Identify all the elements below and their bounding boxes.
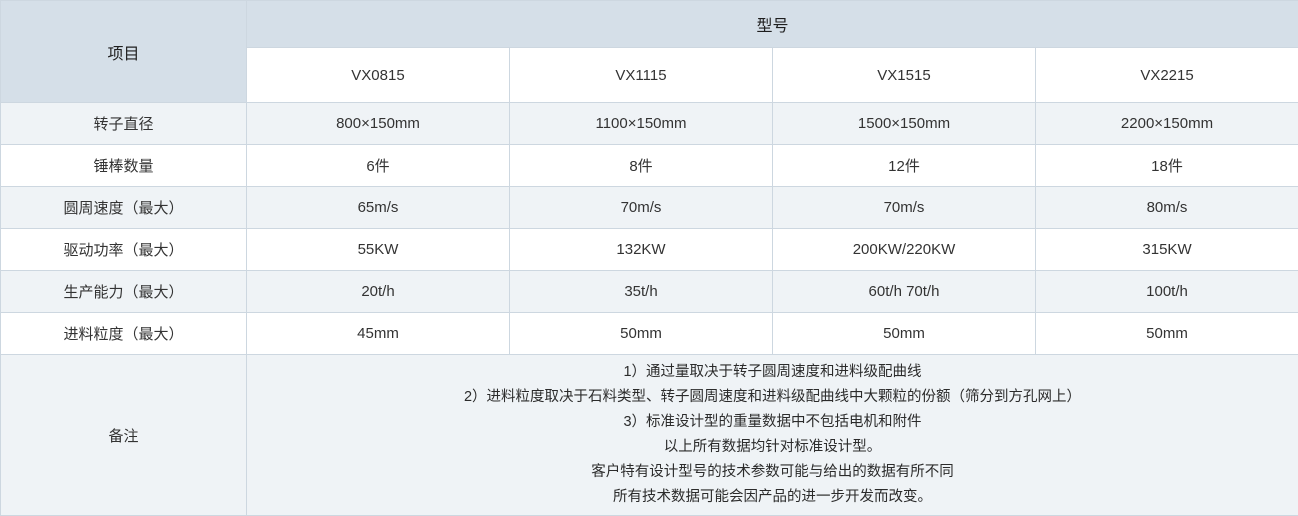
table-row: 驱动功率（最大） 55KW 132KW 200KW/220KW 315KW — [1, 229, 1298, 271]
row-value: 35t/h — [510, 271, 773, 313]
row-value: 315KW — [1036, 229, 1298, 271]
row-value: 6件 — [247, 145, 510, 187]
table-header: 项目 型号 VX0815 VX1115 VX1515 VX2215 — [1, 1, 1298, 103]
row-value: 12件 — [773, 145, 1036, 187]
row-value: 132KW — [510, 229, 773, 271]
row-value: 70m/s — [510, 187, 773, 229]
note-extra-line: 以上所有数据均针对标准设计型。 — [247, 435, 1298, 460]
row-value: 50mm — [510, 313, 773, 355]
row-value: 800×150mm — [247, 103, 510, 145]
row-value: 65m/s — [247, 187, 510, 229]
table-row: 圆周速度（最大） 65m/s 70m/s 70m/s 80m/s — [1, 187, 1298, 229]
table-row: 锤棒数量 6件 8件 12件 18件 — [1, 145, 1298, 187]
row-value: 80m/s — [1036, 187, 1298, 229]
row-value: 70m/s — [773, 187, 1036, 229]
table-row: 生产能力（最大） 20t/h 35t/h 60t/h 70t/h 100t/h — [1, 271, 1298, 313]
header-model-1: VX1115 — [510, 48, 773, 103]
row-label: 转子直径 — [1, 103, 247, 145]
table-row: 进料粒度（最大） 45mm 50mm 50mm 50mm — [1, 313, 1298, 355]
header-model-2: VX1515 — [773, 48, 1036, 103]
header-model-3: VX2215 — [1036, 48, 1298, 103]
row-label: 锤棒数量 — [1, 145, 247, 187]
row-value: 50mm — [1036, 313, 1298, 355]
note-extra-line: 客户特有设计型号的技术参数可能与给出的数据有所不同 — [247, 460, 1298, 485]
notes-row: 备注 1）通过量取决于转子圆周速度和进料级配曲线 2）进料粒度取决于石料类型、转… — [1, 355, 1298, 516]
notes-label: 备注 — [1, 355, 247, 516]
row-value: 100t/h — [1036, 271, 1298, 313]
row-value: 60t/h 70t/h — [773, 271, 1036, 313]
row-value: 50mm — [773, 313, 1036, 355]
row-value: 45mm — [247, 313, 510, 355]
note-item: 3）标准设计型的重量数据中不包括电机和附件 — [247, 410, 1298, 435]
header-row-group: 项目 型号 — [1, 1, 1298, 48]
note-extra-line: 所有技术数据可能会因产品的进一步开发而改变。 — [247, 485, 1298, 510]
table-body: 转子直径 800×150mm 1100×150mm 1500×150mm 220… — [1, 103, 1298, 516]
row-label: 圆周速度（最大） — [1, 187, 247, 229]
notes-numbered-list: 1）通过量取决于转子圆周速度和进料级配曲线 2）进料粒度取决于石料类型、转子圆周… — [247, 360, 1298, 435]
note-item: 1）通过量取决于转子圆周速度和进料级配曲线 — [247, 360, 1298, 385]
row-label: 进料粒度（最大） — [1, 313, 247, 355]
note-item: 2）进料粒度取决于石料类型、转子圆周速度和进料级配曲线中大颗粒的份额（筛分到方孔… — [247, 385, 1298, 410]
header-model-group: 型号 — [247, 1, 1298, 48]
row-value: 1500×150mm — [773, 103, 1036, 145]
row-value: 1100×150mm — [510, 103, 773, 145]
row-value: 200KW/220KW — [773, 229, 1036, 271]
table-row: 转子直径 800×150mm 1100×150mm 1500×150mm 220… — [1, 103, 1298, 145]
header-model-0: VX0815 — [247, 48, 510, 103]
notes-content: 1）通过量取决于转子圆周速度和进料级配曲线 2）进料粒度取决于石料类型、转子圆周… — [247, 355, 1298, 516]
notes-extra-list: 以上所有数据均针对标准设计型。 客户特有设计型号的技术参数可能与给出的数据有所不… — [247, 435, 1298, 510]
row-value: 55KW — [247, 229, 510, 271]
header-item: 项目 — [1, 1, 247, 103]
row-value: 18件 — [1036, 145, 1298, 187]
row-value: 8件 — [510, 145, 773, 187]
row-value: 2200×150mm — [1036, 103, 1298, 145]
row-label: 生产能力（最大） — [1, 271, 247, 313]
row-value: 20t/h — [247, 271, 510, 313]
row-label: 驱动功率（最大） — [1, 229, 247, 271]
